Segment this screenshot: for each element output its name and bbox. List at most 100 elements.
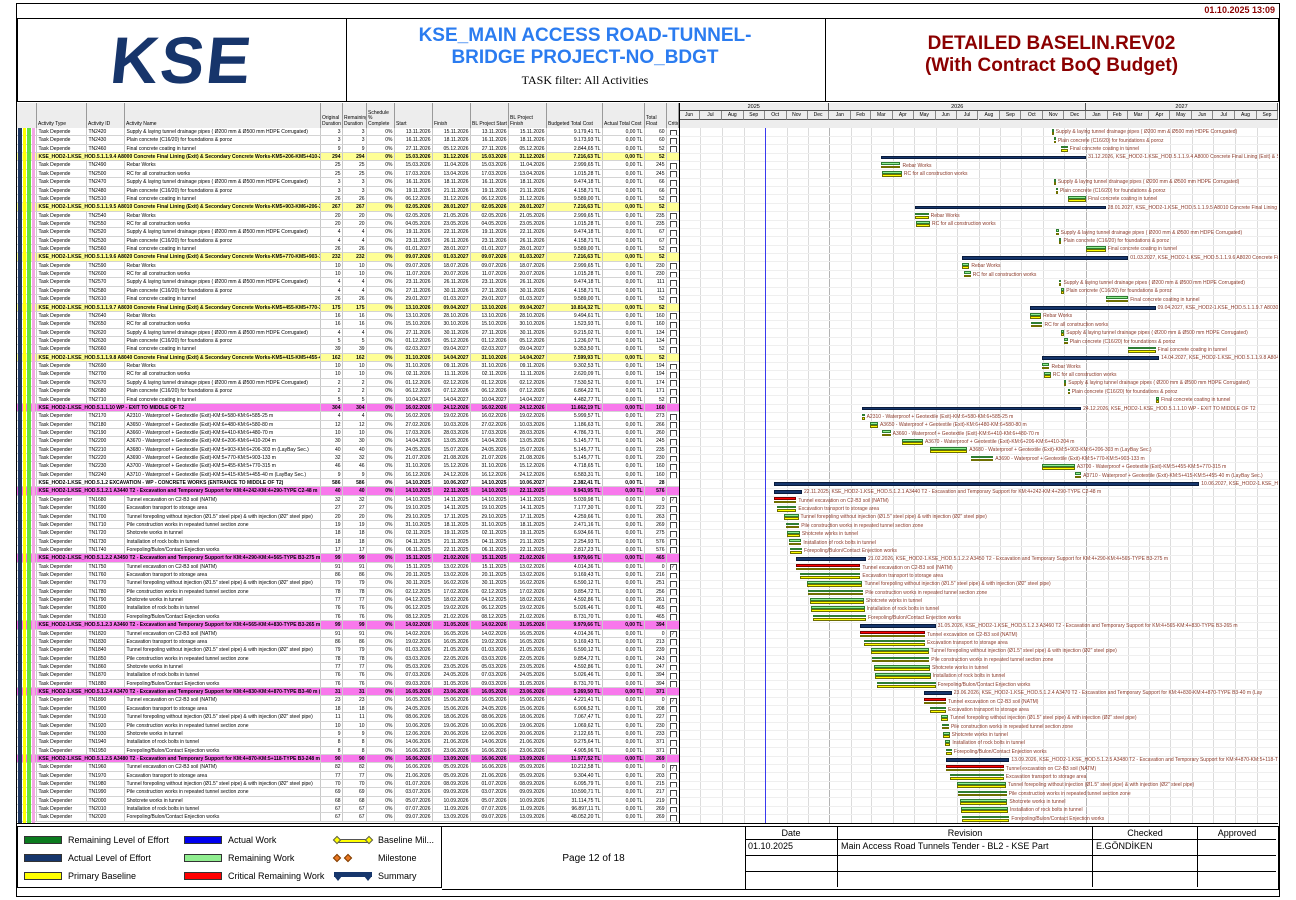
- table-cell: 16.06.2026: [471, 746, 509, 754]
- remaining-work-bar: [1053, 137, 1056, 141]
- table-cell: 21.02.2026: [433, 612, 471, 621]
- table-cell: TN2200: [87, 437, 125, 445]
- gantt-row-line: [679, 495, 1278, 497]
- table-cell: 0,00 TL: [603, 454, 645, 462]
- gantt-bar-label: Final concrete coating in tunnel: [1157, 346, 1227, 353]
- table-cell: 5: [321, 395, 343, 403]
- table-cell: 0%: [367, 203, 395, 211]
- table-cell: 04.12.2025: [471, 596, 509, 604]
- table-cell: 19.11.2025: [509, 529, 547, 537]
- table-row: Task Depender TN2010 Installation of rock …: [17, 805, 679, 814]
- gantt-bar-label: RC for all construction works: [903, 171, 968, 178]
- table-cell: TN1800: [87, 604, 125, 612]
- baseline-bar: [861, 416, 865, 420]
- gantt-bar-label: RC for all construction works: [972, 271, 1037, 278]
- table-cell: 576: [645, 487, 667, 495]
- table-cell: 16.02.2026: [433, 579, 471, 587]
- gantt-row-line: [679, 571, 1278, 572]
- critical-checkbox-checked: ✓: [669, 764, 677, 771]
- table-cell: 76: [321, 612, 343, 621]
- table-cell: 01.07.2026: [395, 780, 433, 788]
- type-color-stripe: [18, 128, 22, 823]
- month-gridline: [913, 128, 915, 823]
- table-cell: 23.05.2026: [509, 663, 547, 671]
- gantt-row-line: [679, 370, 1278, 371]
- gantt-row-line: [679, 671, 1278, 673]
- critical-checkbox: [669, 288, 677, 295]
- table-cell: 0%: [367, 738, 395, 746]
- table-cell: Tunnel forepoling without injection (Ø1.…: [125, 713, 321, 721]
- gantt-row-line: [679, 705, 1278, 706]
- critical-cell: [667, 337, 679, 345]
- table-cell: 99: [321, 621, 343, 629]
- critical-checkbox: [669, 455, 677, 462]
- table-cell: Tunnel forepoling without injection (Ø1.…: [125, 646, 321, 654]
- gantt-row-line: [679, 554, 1278, 556]
- table-cell: 25: [321, 161, 343, 169]
- table-cell: 2.122,65 TL: [547, 729, 603, 738]
- table-row: Task Depende TN2620 Supply & laying tunnel…: [17, 328, 679, 337]
- table-cell: TN2630: [87, 336, 125, 345]
- table-cell: 1.523,93 TL: [547, 320, 603, 328]
- table-cell: 14.06.2026: [471, 738, 509, 746]
- table-cell: [17, 128, 37, 136]
- table-cell: 25: [343, 169, 367, 178]
- gantt-row-line: [679, 261, 1278, 262]
- gantt-bar-label: Plain concrete (C16/20) for foundations …: [1059, 187, 1166, 194]
- table-cell: 18: [321, 704, 343, 713]
- gantt-bar-label: Pile construction works in repeated tunn…: [950, 723, 1073, 730]
- critical-cell: [667, 195, 679, 203]
- table-cell: 12: [343, 420, 367, 428]
- table-cell: 0,00 TL: [603, 211, 645, 219]
- table-cell: 0,00 TL: [603, 245, 645, 253]
- table-row: Task Depende TN2580 Plain concrete (C16/20…: [17, 286, 679, 296]
- table-cell: 68: [321, 796, 343, 805]
- table-cell: 21.07.2026: [395, 454, 433, 462]
- remaining-work-bar: [1053, 179, 1056, 182]
- critical-cell: [667, 772, 679, 780]
- table-cell: Task Depender: [37, 579, 87, 587]
- gantt-row-line: [679, 219, 1278, 221]
- wbs-summary-row: KSE_HOD2-1.KSE_HOD.5.1.1.9.4 A8000 Concr…: [17, 153, 679, 162]
- table-cell: 0,00 TL: [603, 654, 645, 662]
- table-cell: TN2230: [87, 462, 125, 470]
- table-cell: 21.06.2026: [433, 738, 471, 746]
- critical-checkbox: [669, 614, 677, 621]
- table-cell: 9.979,66 TL: [547, 554, 603, 562]
- table-cell: 86: [343, 571, 367, 579]
- table-cell: [17, 428, 37, 437]
- table-cell: 16.11.2026: [471, 178, 509, 186]
- table-cell: 67: [343, 813, 367, 821]
- gantt-bar-label: Supply & laying tunnel drainage pipes ( …: [1055, 129, 1238, 136]
- gantt-row-line: [679, 177, 1278, 179]
- table-cell: 29.10.2025: [471, 512, 509, 520]
- table-cell: 19.11.2026: [471, 228, 509, 236]
- table-cell: 24.05.2026: [395, 704, 433, 713]
- remaining-work-bar: [799, 572, 861, 576]
- gantt-bar-label: 23.06.2026, KSE_HOD2-1.KSE_HOD.5.1.2.4 A…: [953, 690, 1263, 697]
- table-cell: 10.03.2026: [509, 420, 547, 428]
- table-cell: 0%: [367, 788, 395, 796]
- table-cell: 21.06.2026: [395, 771, 433, 780]
- gantt-bar-label: Plain concrete (C16/20) for foundations …: [1071, 388, 1178, 395]
- gantt-bar-label: Rebar Works: [971, 263, 1001, 270]
- table-cell: TN1730: [87, 537, 125, 545]
- table-cell: 30.10.2026: [509, 320, 547, 328]
- table-cell: 26: [343, 295, 367, 303]
- table-cell: TN1960: [87, 763, 125, 771]
- table-cell: 1.236,07 TL: [547, 336, 603, 345]
- remaining-work-bar: [929, 706, 947, 710]
- table-cell: 10: [343, 370, 367, 378]
- gantt-bar-label: Excavation transport to storage area: [798, 506, 880, 512]
- gantt-row-line: [679, 328, 1278, 329]
- table-row: Task Depender TN2000 Shotcrete works in tu…: [17, 796, 679, 806]
- table-cell: 233: [645, 729, 667, 738]
- table-cell: [17, 211, 37, 219]
- table-cell: 0%: [367, 144, 395, 153]
- gantt-bar-label: Supply & laying tunnel drainage pipes ( …: [1066, 330, 1248, 337]
- critical-checkbox: [669, 447, 677, 454]
- table-cell: 90: [343, 754, 367, 763]
- table-cell: 4.221,41 TL: [547, 696, 603, 704]
- table-cell: 40: [321, 487, 343, 495]
- gantt-row-line: [679, 512, 1278, 514]
